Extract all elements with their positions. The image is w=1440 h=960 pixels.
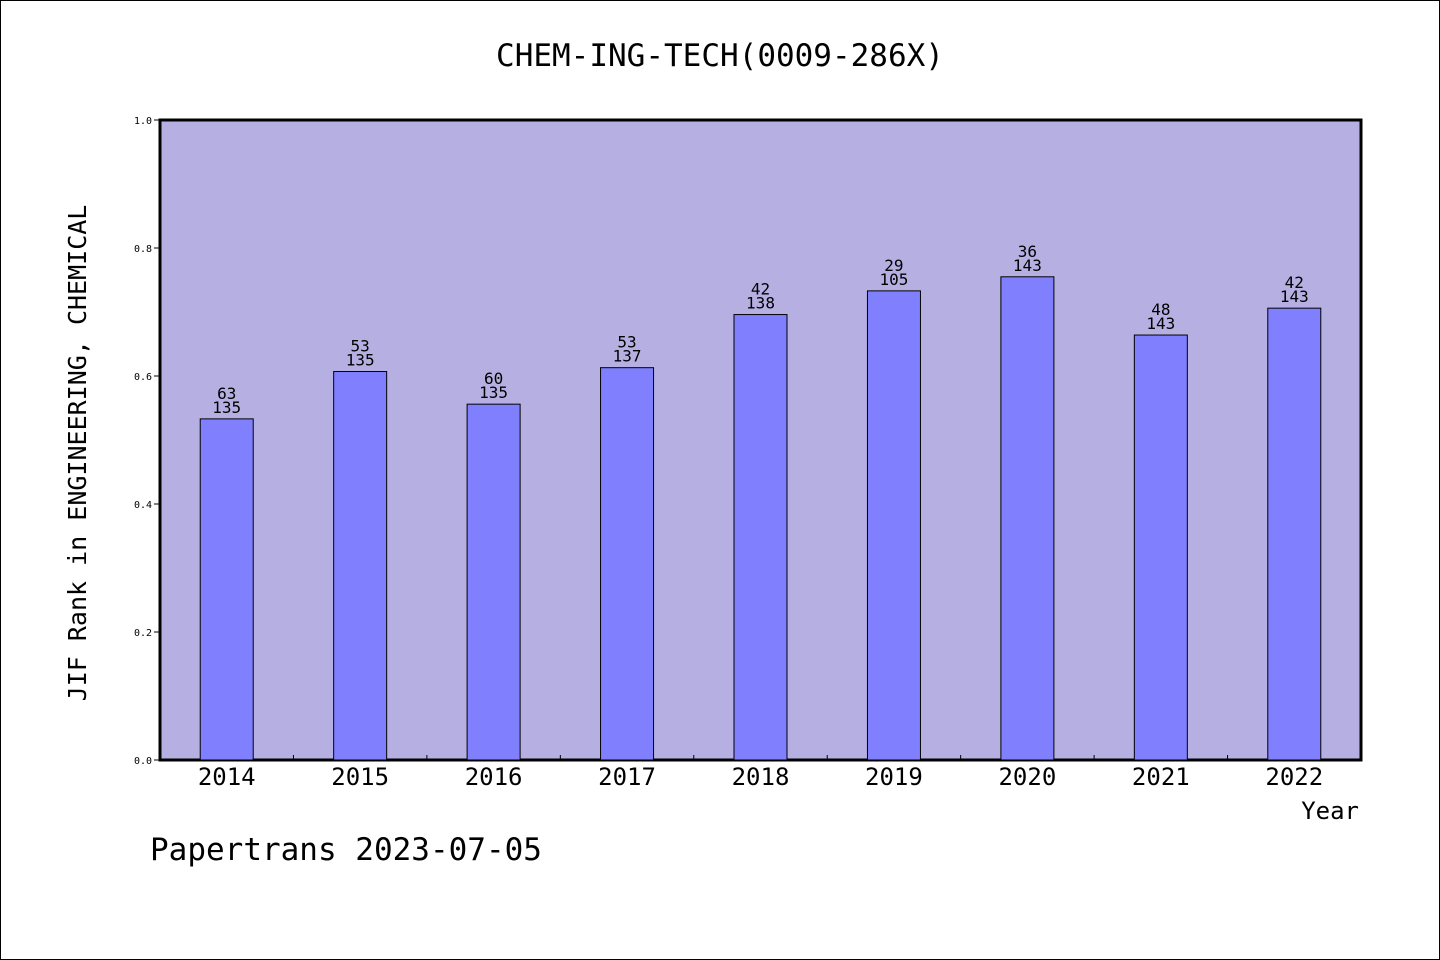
data-label-rank: 60 — [484, 369, 503, 388]
y-tick-label: 0.2 — [134, 628, 152, 639]
x-tick-label: 2020 — [998, 763, 1056, 791]
data-label-total: 105 — [879, 270, 908, 289]
data-label-rank: 42 — [1285, 273, 1304, 292]
y-tick-label: 0.8 — [134, 244, 152, 255]
x-tick-label: 2022 — [1265, 763, 1323, 791]
y-axis-label: JIF Rank in ENGINEERING, CHEMICAL — [63, 205, 92, 702]
data-label-rank: 29 — [884, 256, 903, 275]
x-tick-label: 2017 — [598, 763, 656, 791]
bar — [1133, 334, 1188, 761]
x-tick-label: 2015 — [331, 763, 389, 791]
bar — [866, 290, 921, 761]
chart-title: CHEM-ING-TECH(0009-286X) — [496, 38, 944, 74]
bar — [1000, 276, 1055, 761]
footer-note: Papertrans 2023-07-05 — [150, 832, 542, 868]
data-label-rank: 48 — [1151, 300, 1170, 319]
x-axis-label: Year — [1301, 797, 1359, 825]
x-tick-label: 2019 — [865, 763, 923, 791]
bars — [199, 276, 1322, 761]
x-tick-label: 2018 — [732, 763, 790, 791]
bar — [466, 403, 521, 761]
data-label-total: 135 — [212, 398, 241, 417]
data-label-total: 138 — [746, 294, 775, 313]
data-label-total: 143 — [1146, 314, 1175, 333]
bar — [733, 314, 788, 761]
data-label-rank: 53 — [617, 333, 636, 352]
x-tick-label: 2021 — [1132, 763, 1190, 791]
x-tick-label: 2014 — [198, 763, 256, 791]
bar — [600, 367, 655, 761]
bar — [1267, 307, 1322, 761]
y-tick-label: 0.6 — [134, 372, 152, 383]
data-label-total: 135 — [346, 351, 375, 370]
data-label-rank: 36 — [1018, 242, 1037, 261]
y-tick-label: 1.0 — [134, 116, 152, 127]
bar — [333, 371, 388, 761]
bar — [199, 418, 254, 761]
data-label-total: 137 — [613, 347, 642, 366]
data-label-rank: 42 — [751, 280, 770, 299]
y-tick-label: 0.0 — [134, 756, 152, 767]
data-label-rank: 53 — [351, 337, 370, 356]
y-tick-label: 0.4 — [134, 500, 152, 511]
x-tick-label: 2016 — [465, 763, 523, 791]
data-label-total: 143 — [1013, 256, 1042, 275]
data-labels: 6313553135601355313742138291053614348143… — [212, 242, 1308, 417]
axis-ticks: 0.0 0.2 0.4 0.6 0.8 1.0 2014 2015 2016 2017 2018 20… — [134, 116, 1323, 791]
data-label-rank: 63 — [217, 384, 236, 403]
data-label-total: 135 — [479, 383, 508, 402]
data-label-total: 143 — [1280, 287, 1309, 306]
